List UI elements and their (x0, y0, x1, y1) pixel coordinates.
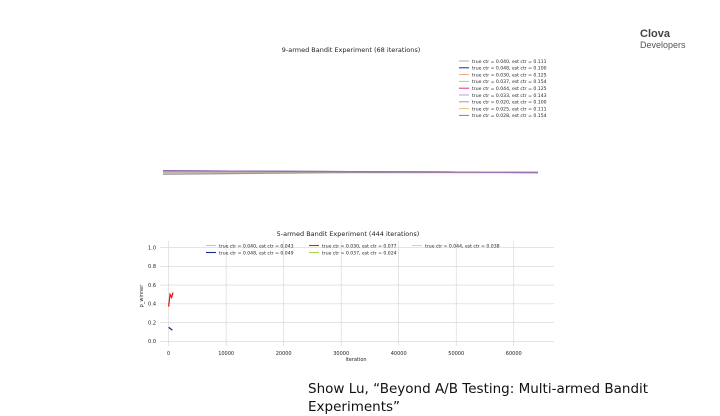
x-tick-label: 10000 (218, 351, 234, 357)
legend-label: true ctr = 0.040, est ctr = 0.043 (219, 243, 294, 249)
brand-logo: Clova Developers (640, 29, 686, 50)
chart-series (162, 170, 539, 175)
x-tick-label: 40000 (391, 351, 407, 357)
y-tick-label: 0.6 (148, 283, 156, 289)
legend-label: true ctr = 0.028, est ctr = 0.154 (472, 113, 547, 119)
legend-label: true ctr = 0.048, est ctr = 0.100 (472, 66, 547, 72)
legend-label: true ctr = 0.040, est ctr = 0.111 (472, 59, 547, 65)
series-line (168, 326, 173, 331)
brand-subtitle: Developers (640, 40, 686, 50)
legend-label: true ctr = 0.044, est ctr = 0.038 (425, 243, 500, 249)
brand-name: Clova (640, 28, 670, 40)
legend-label: true ctr = 0.033, est ctr = 0.143 (472, 93, 547, 99)
x-tick-label: 30000 (333, 351, 349, 357)
chart-title: 5-armed Bandit Experiment (444 iteration… (277, 230, 420, 238)
legend-label: true ctr = 0.020, est ctr = 0.100 (472, 100, 547, 106)
y-tick-label: 1.0 (148, 245, 156, 251)
source-caption: Show Lu, “Beyond A/B Testing: Multi-arme… (308, 381, 649, 415)
legend-label: true ctr = 0.025, est ctr = 0.111 (472, 106, 547, 112)
y-tick-label: 0.8 (148, 264, 156, 270)
chart-5-armed: 5-armed Bandit Experiment (444 iteration… (139, 230, 554, 363)
chart-series (167, 292, 174, 331)
x-axis-label: iteration (345, 357, 366, 363)
legend-label: true ctr = 0.030, est ctr = 0.077 (322, 243, 397, 249)
legend-label: true ctr = 0.037, est ctr = 0.154 (472, 79, 547, 85)
chart-title: 9-armed Bandit Experiment (68 iterations… (282, 46, 421, 54)
y-axis-label: p_winner (139, 284, 145, 308)
series-line (162, 170, 539, 174)
series-line (167, 292, 174, 307)
x-tick-label: 0 (167, 351, 170, 357)
y-tick-label: 0.4 (148, 302, 156, 308)
chart-axes: 0.0 0.2 0.4 0.6 0.8 1.0 0 10000 20000 30000 40000 5… (148, 245, 522, 357)
chart-9-armed: 9-armed Bandit Experiment (68 iterations… (162, 46, 547, 175)
legend-label: true ctr = 0.044, est ctr = 0.125 (472, 86, 547, 92)
y-tick-label: 0.2 (148, 320, 156, 326)
x-tick-label: 20000 (276, 351, 292, 357)
x-tick-label: 50000 (448, 351, 464, 357)
legend-label: true ctr = 0.037, est ctr = 0.024 (322, 250, 397, 256)
y-tick-label: 0.0 (148, 339, 156, 345)
chart-grid (160, 241, 554, 346)
legend-label: true ctr = 0.048, est ctr = 0.049 (219, 250, 294, 256)
legend-label: true ctr = 0.030, est ctr = 0.125 (472, 72, 547, 78)
x-tick-label: 60000 (506, 351, 522, 357)
